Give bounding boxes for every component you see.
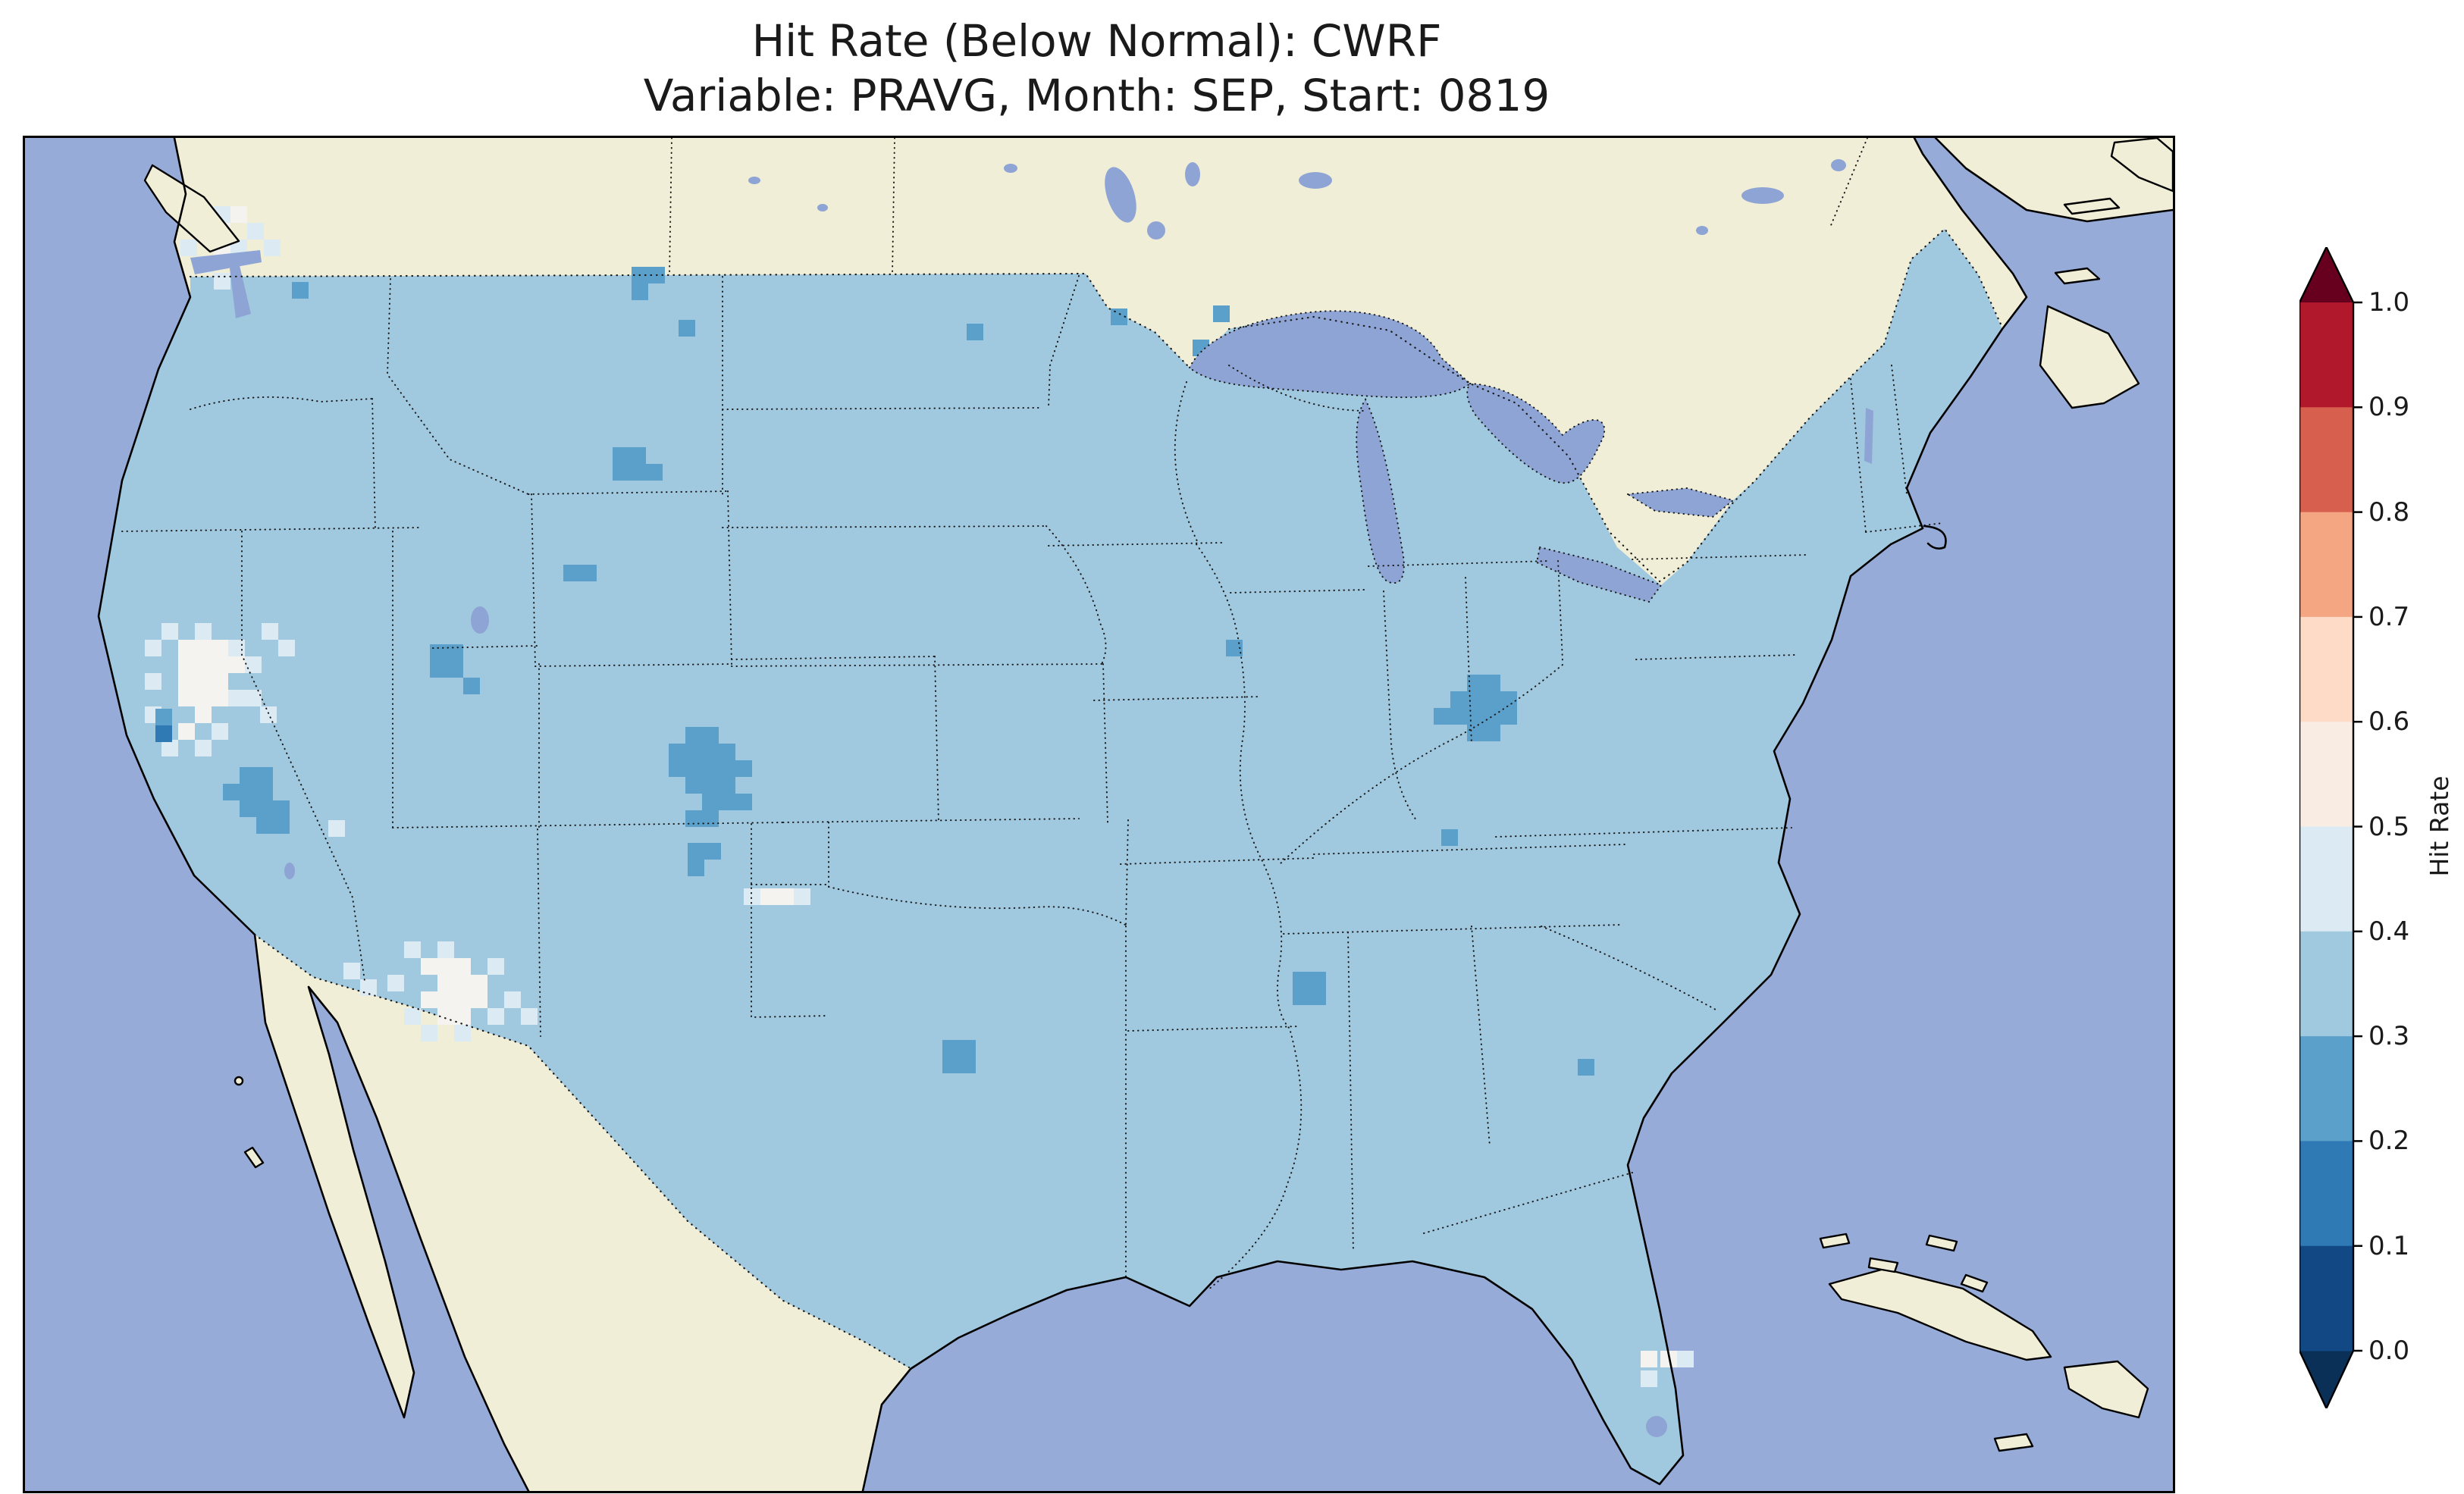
canada-lake	[1004, 164, 1017, 173]
bahamas	[1925, 1234, 1958, 1252]
colorbar-tick-label: 0.0	[2368, 1336, 2410, 1366]
colorbar-band	[2299, 616, 2353, 722]
colorbar-bands	[2299, 302, 2353, 1351]
cuba	[1828, 1267, 2052, 1361]
lake-okeechobee	[1646, 1416, 1667, 1437]
colorbar-tick-label: 0.3	[2368, 1021, 2410, 1052]
baja-offshore-island	[243, 1146, 265, 1169]
colorbar-axis-label-text: Hit Rate	[2425, 775, 2454, 877]
map-panel	[23, 136, 2175, 1493]
lake-superior	[1190, 311, 1470, 398]
canada-lake	[1831, 159, 1846, 171]
salton-sea	[284, 863, 295, 879]
colorbar-extend-over-triangle	[2299, 247, 2353, 302]
colorbar-tick-label: 0.4	[2368, 916, 2410, 947]
canada-lake	[1299, 172, 1332, 189]
lake-champlain	[1864, 408, 1873, 464]
canada-lake	[817, 204, 828, 211]
colorbar-tick-label: 0.1	[2368, 1230, 2410, 1261]
title-line-1: Hit Rate (Below Normal): CWRF	[751, 15, 1442, 67]
colorbar-tick-label: 0.9	[2368, 392, 2410, 423]
nova-scotia	[2039, 305, 2140, 409]
bahamas	[1819, 1232, 1851, 1249]
map-svg	[25, 138, 2173, 1491]
lake-michigan-outline	[1356, 397, 1405, 584]
lake-ontario-outline	[1625, 487, 1735, 518]
us-hit-rate-field	[99, 229, 2002, 1484]
islands	[143, 138, 2173, 1452]
colorbar-tick-label: 0.5	[2368, 811, 2410, 842]
colorbar-tick-marks	[2353, 301, 2362, 1352]
us-canada-border	[189, 272, 1191, 369]
us-canada-border-lakes	[1227, 315, 1886, 583]
bahamas	[1867, 1257, 1899, 1273]
atlantic-gulf-coastline	[861, 138, 2028, 1491]
cape-cod	[1923, 525, 1947, 550]
hispaniola	[2063, 1360, 2149, 1419]
lake-huron-outline	[1466, 382, 1606, 484]
colorbar-tick-label: 0.7	[2368, 601, 2410, 632]
colorbar-band	[2299, 1141, 2353, 1247]
field-cell-darkest	[155, 725, 172, 742]
colorbar-band	[2299, 407, 2353, 513]
colorbar-band	[2299, 931, 2353, 1037]
canada-lake	[1185, 162, 1200, 186]
lake-michigan	[1356, 399, 1404, 584]
colorbar-band	[2299, 826, 2353, 932]
coastlines	[97, 138, 2173, 1491]
colorbar	[2299, 247, 2362, 1408]
colorbar-axis-label: Hit Rate	[2425, 775, 2454, 876]
colorbar-band	[2299, 302, 2353, 408]
colorbar-tick-label: 0.2	[2368, 1126, 2410, 1157]
state-borders	[121, 138, 1944, 1291]
canada-lake	[1696, 226, 1708, 235]
vancouver-island	[143, 164, 240, 253]
colorbar-band	[2299, 722, 2353, 827]
baja-offshore-island	[234, 1076, 244, 1086]
figure-title: Hit Rate (Below Normal): CWRF Variable: …	[23, 14, 2171, 123]
title-line-2: Variable: PRAVG, Month: SEP, Start: 0819	[643, 70, 1550, 121]
field-cells-dark	[155, 267, 1594, 1076]
great-salt-lake	[471, 606, 489, 634]
colorbar-band	[2299, 1245, 2353, 1351]
canada-lake	[748, 177, 760, 184]
colorbar-band	[2299, 1036, 2353, 1142]
colorbar-extend-under-triangle	[2299, 1351, 2353, 1408]
canada-lake	[1147, 221, 1165, 240]
prince-edward-island	[2054, 267, 2101, 285]
colorbar-tick-label: 0.8	[2368, 496, 2410, 528]
pacific-coastline	[97, 138, 530, 1491]
us-canada-border-maine	[1882, 227, 2004, 346]
lake-erie	[1537, 547, 1661, 602]
canada-lake	[1741, 187, 1784, 204]
colorbar-band	[2299, 512, 2353, 618]
bahamas	[1960, 1273, 1989, 1293]
country-borders	[189, 227, 2004, 1369]
colorbar-tick-label: 1.0	[2368, 287, 2410, 318]
anticosti-island	[2063, 197, 2121, 215]
lake-winnipeg	[1105, 167, 1136, 223]
st-lawrence-north-coastline	[1934, 138, 2173, 223]
newfoundland	[2110, 138, 2173, 193]
strait-juan-de-fuca	[190, 250, 262, 274]
colorbar-tick-label: 0.6	[2368, 706, 2410, 738]
lake-erie-outline	[1535, 546, 1663, 603]
jamaica	[1993, 1433, 2034, 1452]
